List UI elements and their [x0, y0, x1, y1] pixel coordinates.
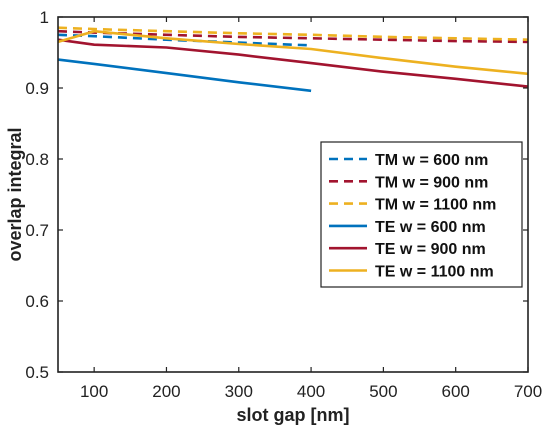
series-line-4: [57, 58, 312, 93]
legend-box: [320, 141, 523, 288]
legend-entry-label: TM w = 900 nm: [375, 174, 488, 191]
y-tick-label: 0.8: [25, 150, 49, 169]
legend-entry-label: TE w = 900 nm: [375, 241, 486, 258]
x-tick-label: 100: [80, 382, 108, 401]
x-tick-label: 400: [297, 382, 325, 401]
series-line-6: [57, 29, 529, 76]
series-layer: [57, 26, 529, 93]
series-line-5: [57, 38, 529, 88]
legend-entry-label: TE w = 600 nm: [375, 219, 486, 236]
y-tick-label: 0.7: [25, 221, 49, 240]
legend-entry-label: TE w = 1100 nm: [375, 264, 494, 281]
ticks-layer: 100 200 300 400 500 600 700 0.5 0.6 0.7 0.8 0.9 1: [25, 8, 542, 401]
y-axis-label: overlap integral: [5, 127, 25, 261]
x-tick-label: 300: [225, 382, 253, 401]
y-tick-label: 0.6: [25, 292, 49, 311]
x-tick-label: 600: [442, 382, 470, 401]
plot-frame: [57, 16, 529, 373]
y-tick-label: 0.5: [25, 363, 49, 382]
series-line-1: [57, 33, 312, 47]
y-tick-label: 0.9: [25, 79, 49, 98]
x-tick-label: 500: [369, 382, 397, 401]
series-line-3: [57, 26, 529, 41]
legend-entry-label: TM w = 600 nm: [375, 152, 488, 169]
x-axis-label: slot gap [nm]: [237, 405, 350, 425]
legend-entry-label: TM w = 1100 nm: [375, 197, 496, 214]
y-tick-label: 1: [40, 8, 49, 27]
x-tick-label: 700: [514, 382, 542, 401]
legend: TM w = 600 nm TM w = 900 nm TM w = 1100 nm…: [320, 141, 523, 288]
x-tick-label: 200: [152, 382, 180, 401]
